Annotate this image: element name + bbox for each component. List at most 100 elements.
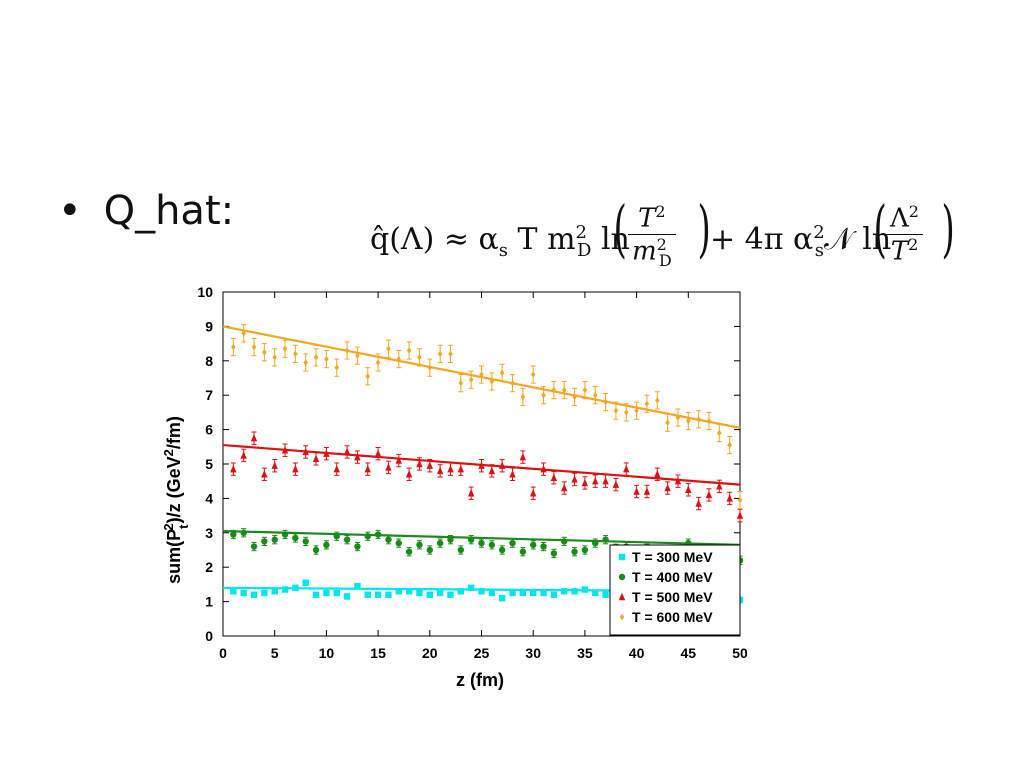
data-point <box>302 579 309 586</box>
data-point <box>396 355 402 363</box>
data-point <box>312 546 320 554</box>
data-point <box>458 379 464 387</box>
data-point <box>686 417 691 425</box>
data-point <box>385 463 392 471</box>
y-tick-label: 2 <box>205 559 213 575</box>
formula-paren-open-2: ( <box>873 192 887 265</box>
data-point <box>509 589 516 597</box>
data-point <box>416 541 423 549</box>
data-point <box>374 449 382 457</box>
frac1-numerator: T2 <box>628 202 676 235</box>
formula-lhs-text: q̂(Λ) ≈ α <box>370 222 499 257</box>
data-point <box>624 409 629 416</box>
data-point <box>251 343 257 351</box>
formula-plus-term: + 4π α <box>710 222 814 257</box>
data-point <box>468 376 474 383</box>
data-point <box>478 539 485 547</box>
data-point <box>519 589 527 597</box>
data-point <box>530 489 537 497</box>
data-point <box>312 591 320 598</box>
formula-paren-close-2: ) <box>941 192 955 265</box>
data-point <box>241 330 246 337</box>
formula-alpha-sup: 2 <box>813 222 825 243</box>
frac2-numerator: Λ2 <box>886 202 923 235</box>
legend-label: T = 400 MeV <box>632 569 713 585</box>
x-tick-label: 50 <box>732 645 748 661</box>
data-point <box>334 364 339 371</box>
y-tick-label: 10 <box>197 284 213 300</box>
data-point <box>634 407 639 414</box>
x-tick-label: 20 <box>422 645 438 661</box>
x-tick-label: 45 <box>681 645 697 661</box>
data-point <box>312 454 320 463</box>
legend-item: T = 300 MeV <box>618 549 713 565</box>
y-label-part3: /fm) <box>164 416 184 449</box>
series-3 <box>222 324 743 510</box>
data-point <box>561 588 568 595</box>
formula-m-sub: D <box>576 240 592 261</box>
data-point <box>530 589 537 597</box>
frac1-den-sub: D <box>658 250 672 270</box>
data-point <box>592 589 599 597</box>
data-point <box>240 529 247 536</box>
formula-t-term: T m <box>508 222 576 257</box>
data-point <box>261 589 268 597</box>
data-point <box>292 584 299 592</box>
data-point <box>581 546 589 554</box>
x-axis-label: z (fm) <box>456 670 504 690</box>
data-point <box>540 589 547 597</box>
data-point <box>592 539 599 547</box>
data-point <box>405 548 413 555</box>
data-point <box>675 414 681 421</box>
data-point <box>457 588 465 595</box>
data-point <box>230 464 237 473</box>
frac1-den-sup: 2 <box>656 234 667 254</box>
data-point <box>436 539 444 547</box>
data-point <box>602 477 609 485</box>
data-point <box>343 447 351 456</box>
y-tick-label: 8 <box>205 353 213 369</box>
data-point <box>417 354 422 361</box>
data-point <box>395 539 402 547</box>
data-point <box>561 538 568 545</box>
legend: T = 300 MeV T = 400 MeV T = 500 MeV T = 600… <box>609 544 741 636</box>
data-point <box>705 490 713 499</box>
data-point <box>271 536 278 543</box>
data-point <box>467 489 475 497</box>
data-point <box>272 354 277 361</box>
formula-frac1: T2 m2D <box>628 202 676 270</box>
data-point <box>292 464 299 473</box>
data-point <box>426 546 433 554</box>
formula-frac2: Λ2 T2 <box>886 202 923 266</box>
data-point <box>717 429 722 437</box>
data-point <box>519 452 527 461</box>
data-point <box>644 400 650 407</box>
y-tick-label: 3 <box>205 525 213 541</box>
data-point <box>333 464 340 473</box>
data-point <box>520 393 526 401</box>
y-tick-label: 0 <box>205 628 213 644</box>
y-label-part1: sum(P <box>164 529 184 584</box>
data-point <box>498 594 506 602</box>
formula-n-term: 𝒩 ln <box>823 222 892 257</box>
data-point <box>612 480 620 488</box>
data-point <box>282 345 288 352</box>
data-point <box>447 464 454 473</box>
legend-marker <box>619 613 625 621</box>
data-point <box>416 589 423 597</box>
data-point <box>654 470 661 478</box>
data-point <box>467 584 475 592</box>
legend-marker <box>618 573 626 581</box>
data-point <box>292 534 299 542</box>
data-point <box>665 419 670 426</box>
data-point <box>571 588 578 595</box>
data-point <box>231 343 236 351</box>
data-point <box>436 466 444 475</box>
data-point <box>281 446 289 454</box>
data-point <box>395 588 402 595</box>
data-point <box>354 452 361 461</box>
data-point <box>262 349 267 356</box>
bullet-text: Q_hat: <box>103 188 235 234</box>
